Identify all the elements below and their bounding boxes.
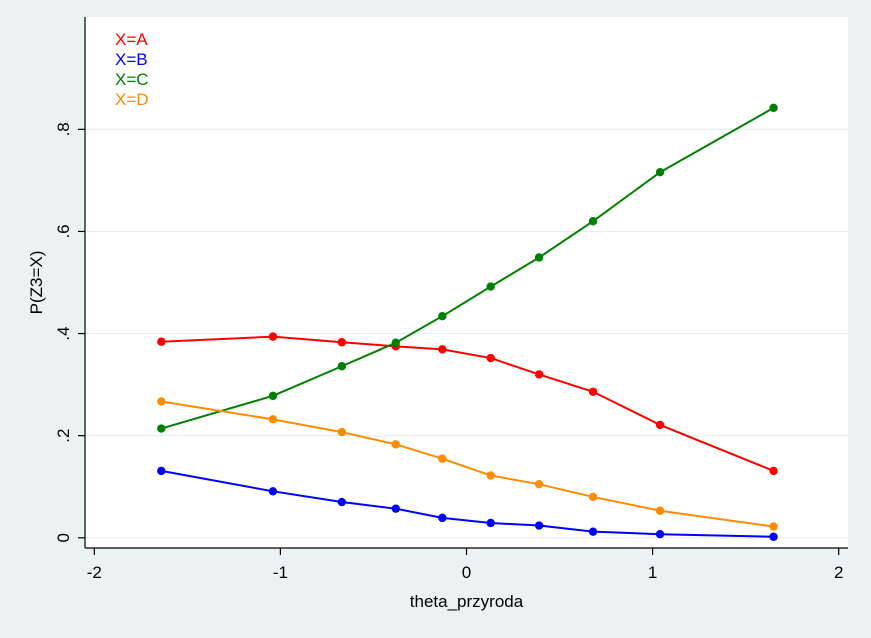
data-point: [157, 424, 166, 433]
x-tick-label: -2: [87, 563, 102, 582]
data-point: [486, 518, 495, 528]
data-point: [268, 415, 278, 424]
data-point: [391, 440, 400, 449]
legend-item: X=D: [115, 90, 149, 109]
x-tick-label: 2: [834, 563, 843, 582]
data-point: [655, 530, 665, 539]
y-tick-label: .2: [54, 429, 73, 443]
data-point: [534, 370, 544, 379]
y-tick-label: .6: [54, 224, 73, 238]
data-point: [534, 479, 544, 489]
data-point: [438, 454, 447, 463]
series-4: [157, 397, 778, 531]
data-point: [268, 487, 278, 496]
y-tick-label: 0: [54, 533, 73, 542]
y-tick-label: .4: [54, 326, 73, 340]
data-point: [534, 521, 544, 530]
data-point: [655, 420, 665, 430]
data-point: [769, 532, 778, 541]
data-point: [486, 353, 495, 363]
data-point: [588, 217, 598, 226]
series-lines: [157, 103, 778, 541]
x-axis-label: theta_przyroda: [410, 592, 524, 611]
legend-item: X=C: [115, 70, 149, 89]
x-tick-label: 0: [462, 563, 471, 582]
data-point: [769, 522, 778, 531]
gridlines: [85, 128, 848, 539]
data-point: [534, 253, 544, 262]
plot-area: [85, 17, 848, 548]
legend-item: X=B: [115, 50, 148, 69]
data-point: [268, 332, 278, 341]
data-point: [769, 466, 778, 476]
data-point: [157, 397, 166, 406]
series-line: [161, 400, 774, 528]
data-point: [438, 345, 447, 354]
data-point: [337, 427, 347, 437]
data-point: [438, 311, 447, 321]
series-3: [157, 103, 778, 433]
x-tick-label: 1: [648, 563, 657, 582]
data-point: [486, 471, 495, 480]
series-1: [157, 332, 778, 476]
data-point: [391, 338, 400, 347]
data-point: [588, 492, 598, 502]
data-point: [157, 466, 166, 476]
axes: -2 -1 0 1 2 0 .2 .4 .6 .8: [54, 17, 848, 582]
data-point: [268, 391, 278, 401]
data-point: [337, 497, 347, 507]
series-line: [161, 335, 774, 472]
data-point: [655, 506, 665, 515]
data-point: [655, 168, 665, 177]
data-point: [337, 362, 347, 371]
legend-item: X=A: [115, 30, 148, 49]
legend: X=AX=BX=CX=D: [115, 30, 149, 109]
series-line: [161, 469, 774, 538]
y-axis-label: P(Z3=X): [27, 251, 46, 315]
data-point: [157, 337, 166, 346]
data-point: [337, 338, 347, 347]
series-2: [157, 466, 778, 541]
y-tick-label: .8: [54, 122, 73, 136]
data-point: [769, 103, 778, 113]
data-point: [438, 513, 447, 523]
data-point: [588, 387, 598, 396]
data-point: [588, 527, 598, 536]
data-point: [391, 504, 400, 513]
data-point: [486, 282, 495, 291]
series-line: [161, 107, 775, 430]
x-tick-label: -1: [273, 563, 288, 582]
